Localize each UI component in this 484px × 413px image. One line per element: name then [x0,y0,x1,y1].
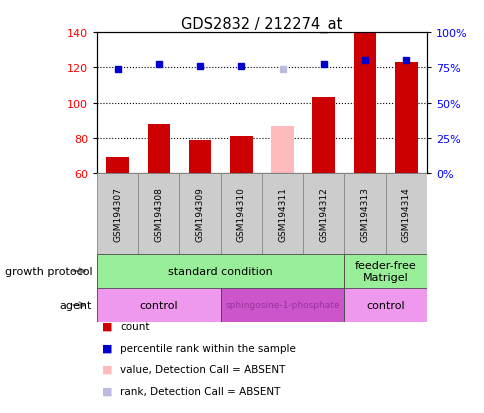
Text: feeder-free
Matrigel: feeder-free Matrigel [354,261,416,282]
Text: GSM194311: GSM194311 [277,187,287,242]
Bar [261,174,302,254]
Bar [385,174,426,254]
Bar [220,174,261,254]
Bar [344,288,426,322]
Bar [353,33,376,174]
Text: ■: ■ [102,364,112,374]
Text: count: count [120,321,150,331]
Bar [97,288,220,322]
Text: GSM194309: GSM194309 [195,187,204,242]
Bar [344,174,385,254]
Text: rank, Detection Call = ABSENT: rank, Detection Call = ABSENT [120,386,280,396]
Text: control: control [365,300,404,310]
Bar [220,288,344,322]
Bar [106,158,129,174]
Bar [302,174,344,254]
Text: control: control [139,300,178,310]
Bar [344,254,426,288]
Text: ■: ■ [102,321,112,331]
Text: GSM194312: GSM194312 [318,187,328,242]
Bar [97,254,344,288]
Text: sphingosine-1-phosphate: sphingosine-1-phosphate [225,301,339,310]
Title: GDS2832 / 212274_at: GDS2832 / 212274_at [181,17,342,33]
Bar [97,174,138,254]
Text: GSM194313: GSM194313 [360,187,369,242]
Text: growth protocol: growth protocol [4,266,92,276]
Bar [138,174,179,254]
Text: percentile rank within the sample: percentile rank within the sample [120,343,296,353]
Text: value, Detection Call = ABSENT: value, Detection Call = ABSENT [120,364,285,374]
Bar [394,63,417,174]
Text: standard condition: standard condition [168,266,272,276]
Bar [147,125,170,174]
Text: ■: ■ [102,386,112,396]
Text: GSM194310: GSM194310 [236,187,245,242]
Text: GSM194307: GSM194307 [113,187,122,242]
Bar [188,140,211,174]
Bar [229,137,252,174]
Bar [271,126,293,174]
Bar [312,98,334,174]
Bar [179,174,220,254]
Text: ■: ■ [102,343,112,353]
Text: agent: agent [60,300,92,310]
Text: GSM194314: GSM194314 [401,187,410,242]
Text: GSM194308: GSM194308 [154,187,163,242]
